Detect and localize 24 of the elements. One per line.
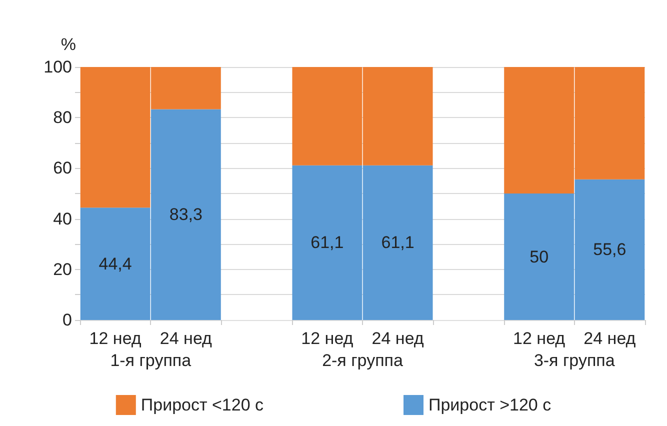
x-tick-label: 24 нед xyxy=(584,329,636,348)
legend-label: Прирост >120 с xyxy=(428,396,552,414)
y-axis-title: % xyxy=(60,35,76,54)
data-label: 50 xyxy=(530,247,549,266)
y-tick-label: 40 xyxy=(53,209,72,228)
x-tick-label: 12 нед xyxy=(89,329,142,348)
data-label: 61,1 xyxy=(381,233,414,252)
data-label: 55,6 xyxy=(593,240,626,260)
x-tick-label: 12 нед xyxy=(301,329,354,348)
x-tick-label: 12 нед xyxy=(513,329,566,348)
x-tick-label: 24 нед xyxy=(160,329,212,348)
data-label: 83,3 xyxy=(169,205,202,224)
x-tick-label: 24 нед xyxy=(372,329,424,348)
text: 2-я группа xyxy=(322,351,404,370)
y-tick-label: 80 xyxy=(53,108,72,128)
data-label: 61,1 xyxy=(310,233,344,252)
y-tick-label: 0 xyxy=(62,310,72,330)
legend-label: Прирост <120 с xyxy=(140,396,264,414)
y-tick-label: 100 xyxy=(44,58,72,76)
text: 3-я группа xyxy=(534,351,616,370)
y-tick-label: 20 xyxy=(53,260,72,279)
text: 1-я группа xyxy=(110,351,192,370)
y-tick-label: 60 xyxy=(53,158,72,178)
data-label: 44,4 xyxy=(98,254,132,274)
